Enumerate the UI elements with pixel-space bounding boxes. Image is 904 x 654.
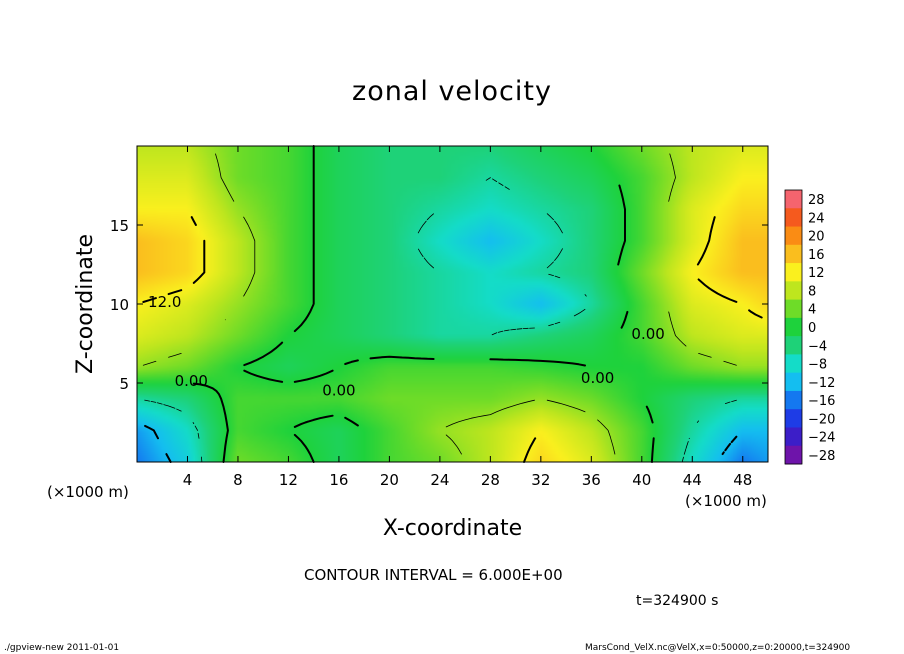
- colorbar-swatch: [785, 390, 802, 410]
- contour-labels: 12.0 0.00 0.00 0.00 0.00: [148, 293, 665, 399]
- axes: 4 8 12 16 20 24 28 32 36 40 44 4851015X-coordinateZ…: [47, 145, 769, 541]
- x-tick-label: 12: [279, 471, 298, 489]
- velocity-field: [137, 146, 768, 462]
- x-tick-label: 20: [380, 471, 399, 489]
- colorbar-label: 0: [808, 321, 816, 336]
- contour-label: 0.00: [322, 382, 355, 400]
- colorbar-label: 12: [808, 266, 825, 281]
- contour-line-0: [192, 145, 655, 463]
- colorbar-label: 20: [808, 230, 825, 245]
- colorbar-label: 4: [808, 303, 816, 318]
- colorbar-swatch: [785, 354, 802, 374]
- x-tick-label: 24: [430, 471, 449, 489]
- colorbar-label: −24: [808, 431, 835, 446]
- contour-line-6: [142, 153, 737, 455]
- colorbar-label: −12: [808, 376, 835, 391]
- colorbar-swatch: [785, 226, 802, 246]
- contour-line-neg12: [142, 424, 738, 463]
- colorbar-label: 8: [808, 284, 816, 299]
- colorbar-swatch: [785, 190, 802, 209]
- x-tick-label: 4: [183, 471, 193, 489]
- y-tick-label: 15: [110, 217, 129, 235]
- x-tick-label: 16: [329, 471, 348, 489]
- footer-left: ./gpview-new 2011-01-01: [4, 643, 120, 653]
- colorbar-label: −20: [808, 412, 835, 427]
- x-tick-label: 44: [683, 471, 702, 489]
- contour-label: 0.00: [581, 369, 614, 387]
- colorbar-label: −16: [808, 394, 835, 409]
- y-tick-label: 5: [119, 375, 129, 393]
- colorbar-swatch: [785, 409, 802, 428]
- colorbar-swatch: [785, 372, 802, 392]
- y-unit-label: (×1000 m): [47, 483, 129, 501]
- x-tick-label: 36: [582, 471, 601, 489]
- contour-line-12: [142, 216, 763, 463]
- colorbar-swatch: [785, 263, 802, 282]
- colorbar-swatch: [785, 281, 802, 301]
- contour-label: 0.00: [631, 325, 664, 343]
- contour-interval-label: CONTOUR INTERVAL = 6.000E+00: [304, 566, 563, 584]
- colorbar-swatch: [785, 299, 802, 319]
- footer-right: MarsCond_VelX.nc@VelX,x=0:50000,z=0:2000…: [585, 643, 851, 653]
- x-unit-label: (×1000 m): [685, 492, 767, 510]
- colorbar-swatch: [785, 244, 802, 264]
- y-tick-label: 10: [110, 296, 129, 314]
- colorbar-frame: [784, 189, 803, 465]
- colorbar-swatch: [785, 445, 802, 465]
- colorbar-swatch: [785, 317, 802, 337]
- colorbar-label: −8: [808, 358, 827, 373]
- colorbar-swatch: [785, 427, 802, 447]
- x-tick-label: 8: [233, 471, 243, 489]
- colorbar-swatch: [785, 208, 802, 228]
- x-axis-label: X-coordinate: [383, 516, 522, 541]
- x-tick-label: 32: [531, 471, 550, 489]
- colorbar-swatch: [785, 336, 802, 355]
- y-axis-label: Z-coordinate: [73, 234, 98, 374]
- contour-lines: [142, 145, 763, 463]
- x-tick-label: 28: [481, 471, 500, 489]
- chart-title: zonal velocity: [352, 76, 552, 107]
- time-label: t=324900 s: [636, 593, 719, 609]
- contour-label: 12.0: [148, 293, 181, 311]
- colorbar-label: −4: [808, 339, 827, 354]
- colorbar-label: −28: [808, 449, 835, 464]
- x-tick-label: 40: [632, 471, 651, 489]
- colorbar: 28 24 20 16 12 8 4 0 −4 −8 −12 −16 −20 −24 −28: [784, 189, 835, 465]
- colorbar-label: 28: [808, 193, 825, 208]
- colorbar-label: 16: [808, 248, 825, 263]
- contour-line-neg6: [142, 177, 737, 463]
- colorbar-label: 24: [808, 211, 825, 226]
- contour-label: 0.00: [175, 372, 208, 390]
- plot-area: [137, 146, 768, 462]
- x-tick-label: 48: [733, 471, 752, 489]
